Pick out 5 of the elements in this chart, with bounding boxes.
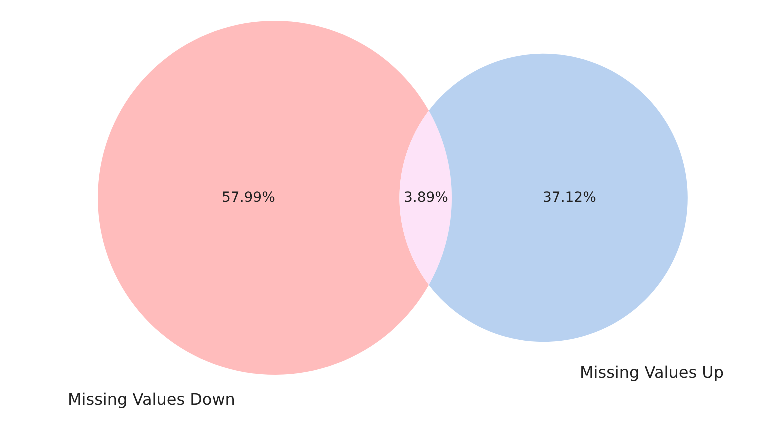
data-label: 37.12%: [543, 190, 596, 206]
category-label: Missing Values Up: [580, 363, 724, 382]
category-label: Missing Values Down: [68, 390, 236, 409]
data-label: 3.89%: [404, 190, 448, 206]
data-label: 57.99%: [222, 190, 276, 206]
